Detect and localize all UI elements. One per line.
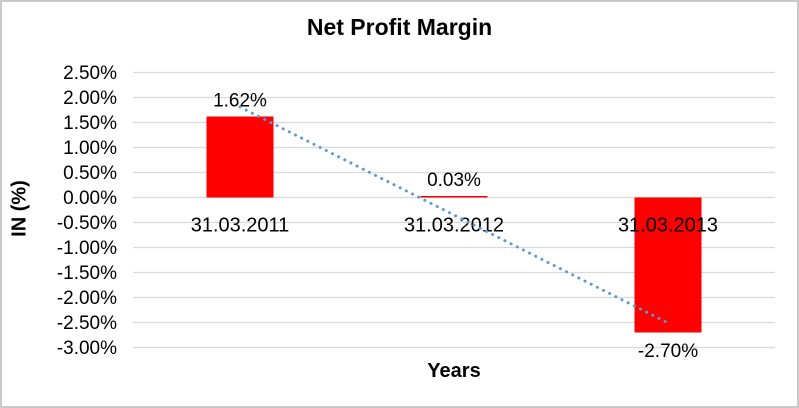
chart-title: Net Profit Margin [306, 14, 493, 40]
x-category-label: 31.03.2013 [618, 215, 718, 237]
y-tick-label: -3.00% [57, 338, 117, 359]
y-tick-label: -2.00% [57, 288, 117, 309]
data-label: 0.03% [427, 170, 481, 191]
x-category-label: 31.03.2011 [191, 215, 290, 237]
y-tick-label: 0.50% [63, 163, 117, 184]
bar [634, 197, 702, 333]
bar [420, 196, 488, 198]
y-tick-label: 0.00% [63, 188, 117, 209]
y-tick-label: -0.50% [57, 213, 117, 234]
trendline [238, 105, 670, 325]
data-label: -2.70% [638, 341, 698, 362]
data-label: 1.62% [213, 91, 267, 112]
y-tick-label: -1.00% [57, 238, 117, 259]
y-tick-label: 2.00% [63, 88, 117, 109]
x-axis-title: Years [427, 360, 481, 382]
y-tick-label: 1.00% [63, 138, 117, 159]
y-tick-label: 1.50% [63, 113, 117, 134]
x-category-label: 31.03.2012 [404, 215, 504, 237]
y-tick-label: 2.50% [63, 63, 117, 84]
y-tick-label: -1.50% [57, 263, 117, 284]
bar [206, 116, 274, 198]
y-tick-label: -2.50% [57, 313, 117, 334]
